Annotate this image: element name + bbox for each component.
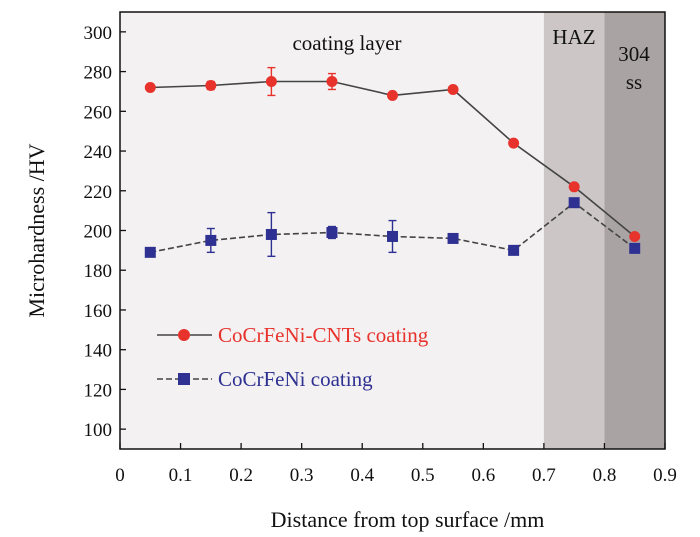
data-point-1-4 xyxy=(387,230,398,242)
y-axis-label: Microhardness /HV xyxy=(24,143,49,317)
region-label-coating-layer: coating layer xyxy=(292,31,401,55)
series-markers xyxy=(144,76,641,258)
x-tick-label-2: 0.2 xyxy=(229,465,253,486)
legend: CoCrFeNi-CNTs coating CoCrFeNi coating xyxy=(157,323,429,391)
region-label-304: 304 xyxy=(618,42,650,66)
y-tick-label-5: 200 xyxy=(84,222,113,243)
data-point-1-7 xyxy=(568,197,580,209)
y-tick-label-6: 220 xyxy=(84,182,113,203)
x-tick-label-7: 0.7 xyxy=(532,465,556,486)
y-tick-label-8: 260 xyxy=(84,102,113,123)
data-point-0-2 xyxy=(265,76,277,88)
y-axis: 100 120 140 160 180 200 220 240 260 280 300 xyxy=(84,23,126,441)
y-tick-label-9: 280 xyxy=(84,63,113,84)
x-tick-label-6: 0.6 xyxy=(471,465,495,486)
x-tick-label-9: 0.9 xyxy=(653,465,677,486)
x-tick-label-8: 0.8 xyxy=(593,465,617,486)
data-point-0-3 xyxy=(326,76,338,88)
data-point-1-3 xyxy=(326,226,338,238)
legend-marker-1 xyxy=(178,373,190,385)
region-label-haz: HAZ xyxy=(552,25,595,49)
data-point-0-5 xyxy=(447,83,459,95)
y-tick-label-3: 160 xyxy=(84,301,113,322)
region-label-ss: ss xyxy=(626,70,642,94)
region-band-1 xyxy=(543,12,605,449)
x-tick-label-5: 0.5 xyxy=(411,465,435,486)
data-point-1-5 xyxy=(447,232,459,244)
data-point-0-4 xyxy=(387,89,398,101)
data-point-0-1 xyxy=(205,79,217,91)
data-point-1-0 xyxy=(144,246,156,258)
y-tick-label-0: 100 xyxy=(84,420,113,441)
x-axis-label: Distance from top surface /mm xyxy=(271,507,545,532)
y-tick-label-4: 180 xyxy=(84,261,113,282)
legend-label-1: CoCrFeNi coating xyxy=(218,367,373,391)
legend-label-0: CoCrFeNi-CNTs coating xyxy=(218,323,429,347)
data-point-1-8 xyxy=(629,242,641,254)
data-point-0-7 xyxy=(568,181,580,193)
x-axis: 0 0.1 0.2 0.3 0.4 0.5 0.6 0.7 0.8 0.9 xyxy=(115,443,677,486)
x-tick-label-1: 0.1 xyxy=(169,465,193,486)
y-tick-label-10: 300 xyxy=(84,23,113,44)
y-tick-label-1: 120 xyxy=(84,380,113,401)
x-tick-label-3: 0.3 xyxy=(290,465,314,486)
data-point-1-2 xyxy=(265,228,277,240)
region-labels: coating layer HAZ 304 ss xyxy=(292,25,650,94)
legend-marker-0 xyxy=(178,329,190,341)
x-tick-label-4: 0.4 xyxy=(350,465,374,486)
x-tick-label-0: 0 xyxy=(115,465,125,486)
y-tick-label-7: 240 xyxy=(84,142,113,163)
data-point-0-8 xyxy=(629,230,641,242)
data-point-1-1 xyxy=(205,234,217,246)
region-band-2 xyxy=(604,12,665,449)
data-point-1-6 xyxy=(508,244,520,256)
data-point-0-0 xyxy=(144,81,156,93)
y-tick-label-2: 140 xyxy=(84,341,113,362)
data-point-0-6 xyxy=(508,137,520,149)
